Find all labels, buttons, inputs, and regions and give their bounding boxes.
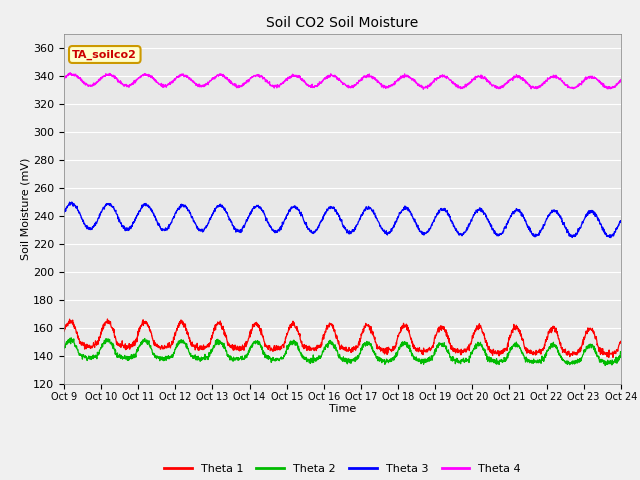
- Theta 1: [316, 342, 324, 348]
- Theta 2: [316, 356, 324, 361]
- Theta 2: [601, 358, 609, 364]
- Theta 2: [67, 335, 75, 341]
- Legend: Theta 1, Theta 2, Theta 3, Theta 4: Theta 1, Theta 2, Theta 3, Theta 4: [159, 460, 525, 479]
- Theta 3: [499, 230, 506, 236]
- Text: TA_soilco2: TA_soilco2: [72, 49, 137, 60]
- Theta 1: [499, 348, 506, 354]
- Theta 4: [89, 82, 97, 88]
- Theta 4: [602, 84, 609, 89]
- Theta 3: [617, 218, 625, 224]
- Line: Theta 2: Theta 2: [64, 338, 621, 365]
- Title: Soil CO2 Soil Moisture: Soil CO2 Soil Moisture: [266, 16, 419, 30]
- Theta 4: [499, 84, 507, 90]
- Line: Theta 4: Theta 4: [64, 72, 621, 89]
- Theta 2: [499, 358, 506, 363]
- Y-axis label: Soil Moisture (mV): Soil Moisture (mV): [20, 157, 30, 260]
- Theta 3: [60, 210, 68, 216]
- Theta 1: [601, 351, 609, 357]
- Line: Theta 1: Theta 1: [64, 319, 621, 358]
- Theta 3: [601, 228, 609, 234]
- Theta 3: [89, 224, 97, 230]
- Theta 4: [331, 73, 339, 79]
- Line: Theta 3: Theta 3: [64, 202, 621, 238]
- Theta 4: [316, 80, 324, 85]
- Theta 4: [617, 77, 625, 83]
- Theta 2: [331, 342, 339, 348]
- Theta 1: [88, 344, 96, 349]
- Theta 2: [60, 346, 68, 351]
- Theta 3: [331, 208, 339, 214]
- Theta 1: [617, 338, 625, 344]
- Theta 2: [89, 353, 97, 359]
- Theta 1: [601, 350, 609, 356]
- Theta 1: [104, 316, 111, 322]
- Theta 1: [331, 330, 339, 336]
- Theta 3: [68, 199, 76, 205]
- Theta 1: [609, 355, 617, 360]
- Theta 4: [419, 86, 427, 92]
- Theta 3: [607, 235, 614, 240]
- Theta 2: [617, 350, 625, 356]
- Theta 4: [67, 70, 74, 75]
- Theta 3: [316, 219, 324, 225]
- Theta 2: [601, 360, 609, 366]
- Theta 2: [602, 362, 609, 368]
- Theta 3: [601, 230, 609, 236]
- X-axis label: Time: Time: [329, 405, 356, 414]
- Theta 4: [60, 76, 68, 82]
- Theta 4: [601, 84, 609, 90]
- Theta 1: [60, 328, 68, 334]
